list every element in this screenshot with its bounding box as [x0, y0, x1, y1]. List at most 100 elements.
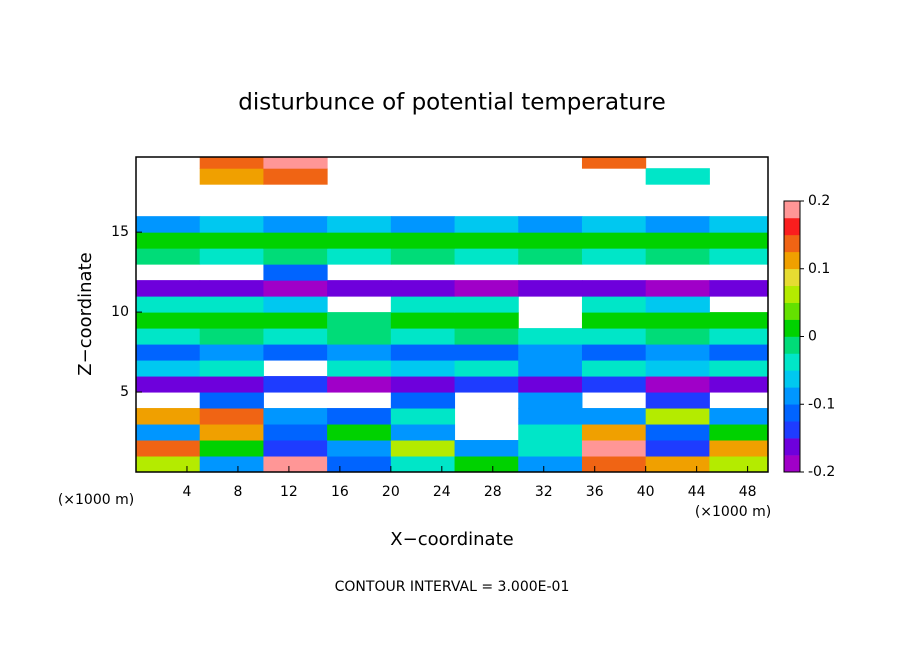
heat-cell [327, 248, 392, 265]
heat-cell [263, 376, 328, 393]
heat-cell [199, 456, 264, 472]
colorbar-tick-label: -0.1 [808, 396, 835, 412]
x-axis-label: X−coordinate [390, 529, 513, 550]
heat-cell [518, 440, 583, 457]
heat-cell [327, 424, 392, 441]
x-tick-label: 20 [382, 484, 400, 500]
heat-cell [709, 408, 768, 425]
y-tick-label: 10 [111, 304, 129, 320]
heat-cell [581, 232, 647, 249]
heat-cell [518, 216, 583, 233]
colorbar-tick-label: -0.2 [808, 464, 835, 480]
heat-cell [136, 312, 201, 329]
heat-cell [390, 328, 456, 345]
heat-cell [645, 376, 710, 393]
heat-cell [645, 440, 710, 457]
heat-cell [518, 280, 583, 297]
colorbar-swatch [784, 319, 800, 337]
heat-cell [136, 216, 201, 233]
heat-cell [327, 360, 392, 377]
heat-cell [709, 248, 768, 265]
heat-cell [327, 312, 392, 329]
heat-cell [645, 248, 710, 265]
heat-cell [390, 440, 456, 457]
heat-cell [199, 312, 264, 329]
heat-cell [136, 360, 201, 377]
heat-cell [327, 440, 392, 457]
heat-cell [263, 264, 328, 281]
x-tick-label: 8 [233, 484, 242, 500]
colorbar-tick-label: 0 [808, 329, 817, 345]
heat-cell [645, 280, 710, 297]
heat-cell [645, 392, 710, 409]
heat-cell [199, 168, 264, 185]
heat-cell [263, 440, 328, 457]
heat-cell [454, 232, 519, 249]
heat-cell [199, 157, 264, 169]
heat-cell [581, 440, 647, 457]
heat-cell [327, 216, 392, 233]
heat-cell [581, 280, 647, 297]
heat-cell [709, 440, 768, 457]
heat-cell [199, 232, 264, 249]
heat-cell [581, 216, 647, 233]
heat-cell [709, 216, 768, 233]
heat-cell [709, 232, 768, 249]
heat-cell [454, 376, 519, 393]
heat-cell [199, 248, 264, 265]
x-tick-label: 24 [433, 484, 451, 500]
colorbar-swatch [784, 421, 800, 439]
heat-cell [645, 312, 710, 329]
colorbar-swatch [784, 336, 800, 354]
heat-cell [709, 360, 768, 377]
x-tick-label: 48 [739, 484, 757, 500]
heat-cell [518, 392, 583, 409]
heat-cell [645, 408, 710, 425]
heat-cell [645, 456, 710, 472]
heat-cell [518, 232, 583, 249]
heat-cell [327, 376, 392, 393]
heat-cell [454, 280, 519, 297]
colorbar-swatch [784, 251, 800, 270]
heat-cell [709, 344, 768, 361]
heat-cell [327, 280, 392, 297]
heat-cell [709, 280, 768, 297]
x-tick-label: 12 [280, 484, 298, 500]
heat-cell [645, 344, 710, 361]
heat-cell [199, 408, 264, 425]
heat-cell [581, 312, 647, 329]
y-tick-label: 5 [120, 384, 129, 400]
heat-cell [709, 312, 768, 329]
heat-cell [199, 424, 264, 441]
heat-cell [390, 424, 456, 441]
heat-cell [263, 168, 328, 185]
heat-cell [454, 312, 519, 329]
heat-cell [199, 344, 264, 361]
heat-cell [645, 424, 710, 441]
x-unit: (×1000 m) [695, 504, 771, 520]
heat-cell [390, 360, 456, 377]
footnote: CONTOUR INTERVAL = 3.000E-01 [335, 579, 570, 595]
heat-cell [390, 376, 456, 393]
heat-cell [581, 376, 647, 393]
heat-cell [454, 248, 519, 265]
heat-cell [518, 328, 583, 345]
heat-cell [199, 392, 264, 409]
heat-cell [136, 408, 201, 425]
colorbar-swatch [784, 387, 800, 405]
colorbar-tick-label: 0.2 [808, 193, 830, 209]
heat-cell [199, 328, 264, 345]
x-tick-label: 44 [688, 484, 706, 500]
heat-cell [263, 408, 328, 425]
heat-cell [390, 392, 456, 409]
heatmap [136, 157, 768, 472]
heat-cell [709, 328, 768, 345]
x-tick-label: 16 [331, 484, 349, 500]
heat-cell [518, 344, 583, 361]
heat-cell [136, 280, 201, 297]
y-unit: (×1000 m) [58, 492, 134, 508]
heat-cell [454, 360, 519, 377]
x-tick-label: 32 [535, 484, 553, 500]
